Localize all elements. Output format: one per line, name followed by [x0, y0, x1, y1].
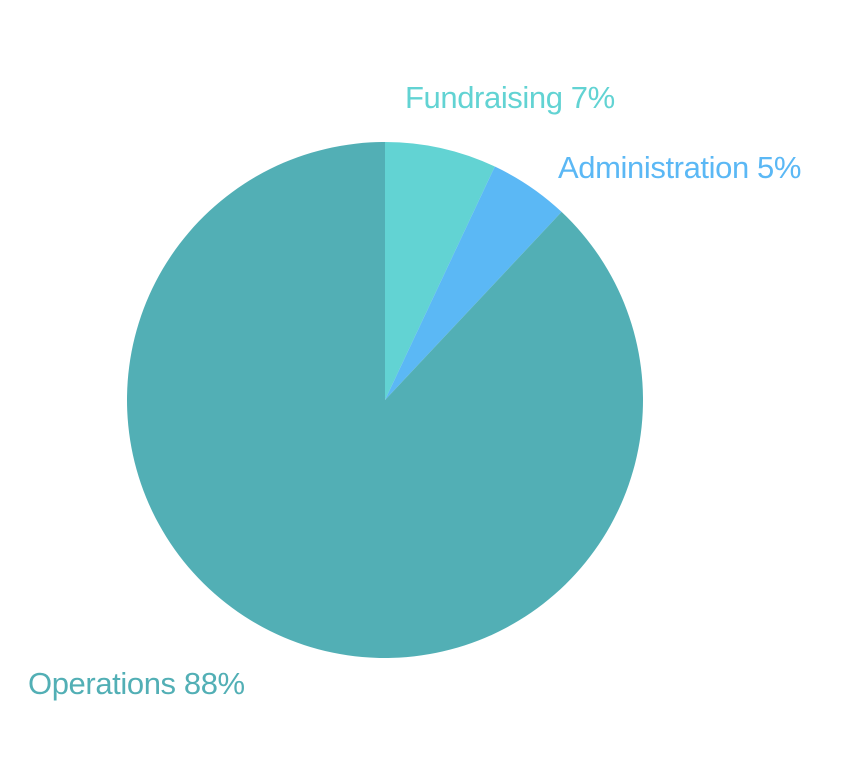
slice-label-fundraising: Fundraising 7%: [405, 80, 615, 115]
pie-slice-administration: [385, 166, 562, 400]
pie-slices: [127, 142, 644, 658]
pie-slice-fundraising: [385, 142, 495, 400]
pie-slice-operations: [127, 142, 644, 658]
slice-label-administration: Administration 5%: [558, 150, 801, 185]
slice-label-operations: Operations 88%: [28, 666, 245, 701]
